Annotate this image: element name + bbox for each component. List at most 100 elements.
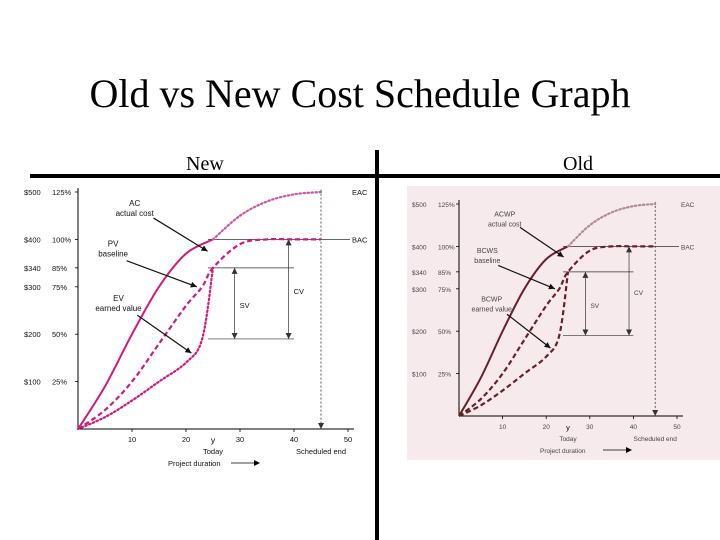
new-cost-schedule-chart: $500 125% $400 100% $340 85% $300 75% $200 50% $10…	[24, 188, 368, 468]
x-tick-label: 50	[673, 424, 681, 431]
vertical-divider	[375, 150, 379, 540]
x-tick-label: 40	[290, 435, 298, 444]
y-tick-label-percent: 50%	[52, 330, 67, 339]
pv-callout-arrow	[126, 260, 198, 288]
y-tick-label-dollar: $500	[412, 202, 427, 209]
sv-arrowhead-top	[582, 271, 589, 278]
sv-arrowhead-bottom	[582, 329, 589, 336]
y-tick-label-percent: 125%	[52, 188, 72, 197]
sv-arrowhead-top	[231, 267, 238, 274]
series-ev-line	[76, 266, 215, 431]
series-bcwp-line	[458, 271, 570, 417]
y-tick-label-dollar: $200	[24, 330, 41, 339]
new-chart-panel: $500 125% $400 100% $340 85% $300 75% $200 50% $10…	[20, 182, 368, 478]
pv-callout-subtitle: baseline	[98, 250, 128, 259]
series-pv-line	[77, 237, 321, 430]
today-marker: y	[566, 423, 570, 432]
ev-callout-title: EV	[113, 294, 124, 303]
ev-callout-title: BCWP	[481, 297, 502, 304]
ac-callout-subtitle: actual cost	[116, 209, 155, 218]
sv-label: SV	[240, 301, 250, 310]
x-tick-label: 10	[499, 424, 507, 431]
project-duration-label: Project duration	[168, 459, 221, 468]
ac-callout-subtitle: actual cost	[488, 222, 522, 229]
pv-callout-arrowhead	[548, 283, 555, 290]
y-tick-label-dollar: $300	[412, 287, 427, 294]
today-label: Today	[559, 436, 577, 443]
y-tick-label-percent: 100%	[52, 235, 72, 244]
x-tick-label: 20	[543, 424, 551, 431]
y-tick-label-percent: 125%	[438, 202, 455, 209]
y-tick-label-dollar: $100	[412, 372, 427, 379]
slide-title: Old vs New Cost Schedule Graph	[89, 71, 631, 116]
eac-label: EAC	[352, 188, 368, 197]
sv-arrowhead-bottom	[231, 332, 238, 339]
new-column-label: New	[186, 153, 224, 175]
ac-callout-title: AC	[129, 199, 140, 208]
x-tick-label: 40	[630, 424, 638, 431]
y-tick-label-dollar: $500	[24, 188, 41, 197]
bac-label: BAC	[352, 235, 368, 244]
ev-callout-subtitle: earned value	[471, 307, 512, 314]
today-label: Today	[203, 447, 223, 456]
y-tick-label-percent: 85%	[438, 270, 451, 277]
y-tick-label-dollar: $400	[412, 244, 427, 251]
y-tick-label-percent: 85%	[52, 264, 67, 273]
ac-callout-arrowhead	[556, 251, 564, 257]
scheduled-end-label: Scheduled end	[634, 436, 678, 443]
old-chart-panel: $500 125% $400 100% $340 85% $300 75% $200 50% $10…	[407, 186, 720, 460]
pv-callout-arrowhead	[190, 281, 197, 288]
y-tick-label-percent: 50%	[438, 329, 451, 336]
y-tick-label-dollar: $340	[412, 270, 427, 277]
bac-label: BAC	[681, 244, 695, 251]
scheduled-end-label: Scheduled end	[296, 447, 346, 456]
pv-callout-title: BCWS	[477, 248, 498, 255]
series-acwp-line	[458, 245, 569, 417]
scheduled-end-arrowhead	[318, 423, 324, 429]
plot-background	[407, 186, 720, 460]
ac-callout-arrow	[519, 226, 564, 258]
scheduled-end-arrowhead	[652, 410, 659, 416]
series-bcws-line	[458, 244, 656, 417]
x-tick-label: 50	[344, 435, 352, 444]
ev-callout-subtitle: earned value	[95, 304, 142, 313]
ac-callout-title: ACWP	[494, 212, 515, 219]
y-tick-label-dollar: $200	[412, 329, 427, 336]
y-tick-label-dollar: $300	[24, 283, 41, 292]
y-tick-label-dollar: $100	[24, 378, 41, 387]
sv-label: SV	[590, 303, 599, 310]
series-ac-line	[77, 238, 214, 430]
cv-label: CV	[294, 287, 304, 296]
cv-arrowhead-bottom	[626, 329, 633, 336]
ev-callout-arrow	[506, 313, 551, 349]
ac-callout-arrow	[153, 217, 208, 252]
x-tick-label: 20	[182, 435, 190, 444]
project-duration-arrowhead	[254, 460, 260, 466]
pv-callout-subtitle: baseline	[474, 258, 500, 265]
y-tick-label-percent: 25%	[52, 378, 67, 387]
ac-callout-arrowhead	[200, 245, 208, 252]
today-marker: y	[211, 435, 216, 445]
ev-callout-arrowhead	[184, 347, 192, 354]
y-tick-label-dollar: $340	[24, 264, 41, 273]
pv-callout-title: PV	[108, 240, 119, 249]
old-column-label: Old	[563, 153, 593, 175]
pv-callout-arrow	[498, 264, 556, 290]
x-tick-label: 10	[128, 435, 136, 444]
y-tick-label-percent: 100%	[438, 244, 455, 251]
project-duration-arrowhead	[626, 447, 632, 453]
cv-arrowhead-bottom	[285, 332, 292, 339]
x-tick-label: 30	[236, 435, 244, 444]
x-tick-label: 30	[586, 424, 594, 431]
y-tick-label-percent: 75%	[52, 283, 67, 292]
eac-label: EAC	[681, 202, 695, 209]
cv-arrowhead-top	[285, 239, 292, 246]
old-cost-schedule-chart: $500 125% $400 100% $340 85% $300 75% $200 50% $10…	[407, 186, 720, 460]
project-duration-label: Project duration	[540, 448, 586, 455]
series-eac-line	[566, 202, 657, 248]
y-tick-label-percent: 75%	[438, 287, 451, 294]
series-eac-line	[211, 190, 323, 241]
ev-callout-arrowhead	[543, 342, 551, 349]
ev-callout-arrow	[137, 314, 192, 354]
cv-arrowhead-top	[626, 246, 633, 253]
